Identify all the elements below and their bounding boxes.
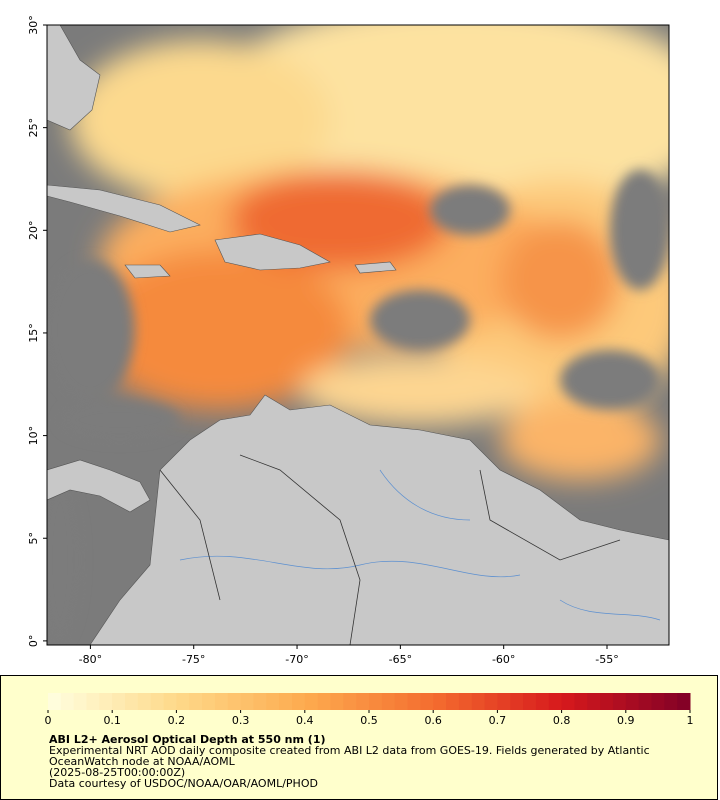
colorbar-step (407, 693, 421, 710)
colorbar-step (433, 693, 447, 710)
colorbar-step (458, 693, 473, 710)
colorbar-tick-label: 0.2 (168, 714, 186, 727)
colorbar-step (279, 693, 293, 710)
map-figure: -80° -75° -70° -65° -60° -55° 0° 5° 10° 15° 20° 25°… (27, 15, 670, 666)
y-tick-label: 10° (27, 426, 40, 446)
colorbar-tick-label: 0.9 (617, 714, 635, 727)
colorbar-step (497, 693, 511, 710)
colorbar-step (330, 693, 344, 710)
hispaniola (214, 233, 331, 271)
colorbar-step (253, 693, 267, 710)
colorbar-step (202, 693, 216, 710)
x-tick-label: -70° (285, 653, 308, 666)
colorbar-step (394, 693, 409, 710)
colorbar-step (638, 693, 652, 710)
colorbar-step (574, 693, 588, 710)
colorbar-step (612, 693, 627, 710)
colorbar-step (600, 693, 614, 710)
borders (159, 454, 621, 645)
colorbar-step (510, 693, 524, 710)
land (47, 25, 669, 645)
y-tick-label: 25° (27, 118, 40, 138)
colorbar-step (561, 693, 575, 710)
colorbar-tick-label: 0.5 (360, 714, 378, 727)
rivers (179, 469, 661, 621)
legend-credit: Data courtesy of USDOC/NOAA/OAR/AOML/PHO… (49, 777, 318, 790)
colorbar-step (137, 693, 152, 710)
colorbar-step (112, 693, 126, 710)
jamaica (124, 264, 171, 279)
colorbar-step (446, 693, 460, 710)
colorbar-step (535, 693, 550, 710)
colorbar-step (369, 693, 383, 710)
y-tick-label: 5° (27, 532, 40, 545)
colorbar-tick-label: 0.1 (103, 714, 121, 727)
y-tick-label: 0° (27, 635, 40, 648)
legend-panel: 0 0.1 0.2 0.3 0.4 0.5 0.6 0.7 0.8 0.9 1 ABI L2+ Ae… (0, 675, 718, 800)
map-frame (46, 24, 670, 646)
y-tick-label: 15° (27, 323, 40, 343)
colorbar-step (125, 693, 139, 710)
x-tick-label: -75° (182, 653, 205, 666)
colorbar-step (356, 693, 370, 710)
colorbar-tick-label: 1 (687, 714, 694, 727)
central-america (47, 459, 151, 513)
colorbar-step (291, 693, 306, 710)
colorbar-step (48, 693, 62, 710)
colorbar-step (664, 693, 678, 710)
legend-title: ABI L2+ Aerosol Optical Depth at 550 nm … (49, 733, 326, 746)
colorbar-step (99, 693, 113, 710)
map-area (47, 25, 669, 645)
y-tick-label: 20° (27, 221, 40, 241)
y-tick-label: 30° (27, 15, 40, 35)
colorbar-step (150, 693, 165, 710)
colorbar-tick-label: 0.3 (232, 714, 250, 727)
colorbar-tick-label: 0.7 (489, 714, 507, 727)
colorbar-step (484, 693, 498, 710)
colorbar-step (420, 693, 434, 710)
colorbar-step (214, 693, 229, 710)
colorbar-tick-label: 0 (45, 714, 52, 727)
colorbar-step (587, 693, 601, 710)
colorbar-step (240, 693, 254, 710)
colorbar-step (677, 693, 691, 710)
colorbar-step (523, 693, 537, 710)
colorbar-step (60, 693, 75, 710)
south-america (89, 394, 669, 645)
colorbar-step (266, 693, 280, 710)
x-tick-label: -60° (492, 653, 515, 666)
x-tick-label: -80° (79, 653, 102, 666)
colorbar-step (381, 693, 396, 710)
colorbar-tick-label: 0.6 (424, 714, 442, 727)
colorbar-step (73, 693, 88, 710)
florida (47, 25, 101, 131)
x-tick-label: -55° (595, 653, 618, 666)
cuba (47, 184, 201, 233)
puerto-rico (354, 261, 397, 274)
colorbar-step (471, 693, 486, 710)
x-tick-label: -65° (389, 653, 412, 666)
colorbar-step (343, 693, 357, 710)
cloud-patches (47, 170, 669, 640)
colorbar-tick-label: 0.8 (553, 714, 571, 727)
colorbar-step (317, 693, 331, 710)
colorbar-step (86, 693, 100, 710)
colorbar-step (176, 693, 190, 710)
colorbar-step (304, 693, 319, 710)
legend-description: Experimental NRT AOD daily composite cre… (49, 744, 650, 768)
legend-timestamp: (2025-08-25T00:00:00Z) (49, 766, 186, 779)
colorbar-step (189, 693, 203, 710)
colorbar-step (625, 693, 640, 710)
colorbar: 0 0.1 0.2 0.3 0.4 0.5 0.6 0.7 0.8 0.9 1 (45, 693, 694, 727)
colorbar-step (651, 693, 665, 710)
colorbar-tick-label: 0.4 (296, 714, 314, 727)
colorbar-step (548, 693, 563, 710)
colorbar-step (163, 693, 177, 710)
colorbar-step (227, 693, 242, 710)
